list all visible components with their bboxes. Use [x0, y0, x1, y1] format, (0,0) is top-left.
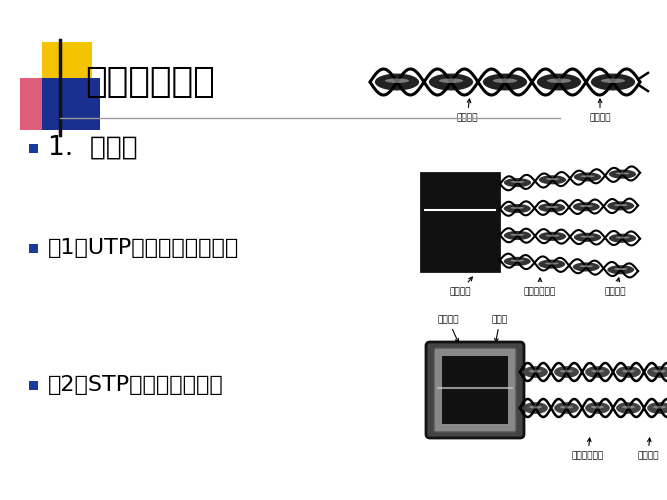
Ellipse shape [580, 236, 594, 238]
Ellipse shape [537, 74, 581, 90]
Bar [442, 356, 508, 424]
Text: 铜芯导体: 铜芯导体 [637, 438, 659, 460]
Bar [42, 42, 92, 100]
Bar [29, 381, 38, 390]
Ellipse shape [607, 265, 634, 274]
Ellipse shape [547, 78, 571, 83]
Ellipse shape [647, 366, 667, 378]
Ellipse shape [591, 406, 604, 408]
Bar [29, 144, 38, 153]
Ellipse shape [585, 366, 610, 378]
Ellipse shape [554, 366, 579, 378]
Ellipse shape [529, 370, 542, 372]
Ellipse shape [607, 202, 634, 210]
Ellipse shape [554, 402, 579, 414]
Ellipse shape [609, 234, 636, 243]
Ellipse shape [601, 78, 625, 83]
Ellipse shape [614, 268, 628, 270]
Ellipse shape [510, 181, 524, 183]
Ellipse shape [538, 203, 565, 212]
Ellipse shape [574, 172, 601, 182]
Ellipse shape [493, 78, 517, 83]
Ellipse shape [538, 260, 565, 268]
Ellipse shape [616, 172, 630, 174]
Ellipse shape [510, 260, 524, 262]
Ellipse shape [539, 232, 566, 241]
Ellipse shape [523, 402, 548, 414]
FancyBboxPatch shape [426, 342, 524, 438]
Text: 二、传输介质: 二、传输介质 [85, 65, 215, 99]
Ellipse shape [504, 231, 531, 240]
Ellipse shape [523, 366, 548, 378]
Ellipse shape [573, 262, 600, 272]
Text: 色码绝缘外皮: 色码绝缘外皮 [572, 438, 604, 460]
Text: （2）STP（屏蔽双绞线）: （2）STP（屏蔽双绞线） [48, 375, 223, 395]
Ellipse shape [609, 170, 636, 178]
Ellipse shape [545, 206, 559, 208]
Bar [29, 244, 38, 253]
Text: 铜芯导体: 铜芯导体 [604, 278, 626, 296]
Ellipse shape [591, 370, 604, 372]
Text: 绝缘外皮: 绝缘外皮 [456, 99, 478, 122]
Ellipse shape [622, 370, 635, 372]
Bar [420, 172, 500, 272]
Ellipse shape [616, 236, 630, 238]
Ellipse shape [545, 262, 559, 264]
Ellipse shape [439, 78, 463, 83]
Text: （1）UTP（非屏蔽双绞线）: （1）UTP（非屏蔽双绞线） [48, 238, 239, 258]
Text: 色码绝缘外皮: 色码绝缘外皮 [524, 278, 556, 296]
Ellipse shape [504, 257, 531, 266]
Bar [42, 78, 100, 130]
Ellipse shape [539, 175, 566, 184]
Ellipse shape [560, 370, 573, 372]
Ellipse shape [510, 207, 524, 209]
Ellipse shape [580, 265, 593, 268]
Ellipse shape [585, 402, 610, 414]
Ellipse shape [653, 406, 666, 408]
Ellipse shape [616, 366, 641, 378]
Ellipse shape [614, 204, 628, 206]
Ellipse shape [375, 74, 419, 90]
Bar [20, 78, 60, 130]
Ellipse shape [574, 232, 601, 242]
Ellipse shape [385, 78, 409, 83]
Ellipse shape [573, 202, 600, 211]
Ellipse shape [529, 406, 542, 408]
Text: 塑料护套: 塑料护套 [450, 277, 472, 296]
Ellipse shape [560, 406, 573, 408]
Text: 1.  双绞线: 1. 双绞线 [48, 135, 137, 161]
FancyBboxPatch shape [434, 348, 516, 432]
Ellipse shape [504, 178, 531, 187]
Ellipse shape [546, 178, 560, 180]
Ellipse shape [622, 406, 635, 408]
Ellipse shape [510, 234, 524, 236]
Ellipse shape [504, 204, 531, 213]
Ellipse shape [653, 370, 666, 372]
Ellipse shape [580, 175, 594, 178]
Ellipse shape [546, 234, 560, 236]
Ellipse shape [591, 74, 635, 90]
Ellipse shape [429, 74, 473, 90]
Ellipse shape [483, 74, 527, 90]
Ellipse shape [580, 205, 593, 207]
Text: 屏蔽层: 屏蔽层 [492, 315, 508, 342]
Ellipse shape [616, 402, 641, 414]
Text: 塑料纱套: 塑料纱套 [438, 315, 459, 342]
Text: 铜芯导体: 铜芯导体 [589, 99, 611, 122]
Ellipse shape [647, 402, 667, 414]
